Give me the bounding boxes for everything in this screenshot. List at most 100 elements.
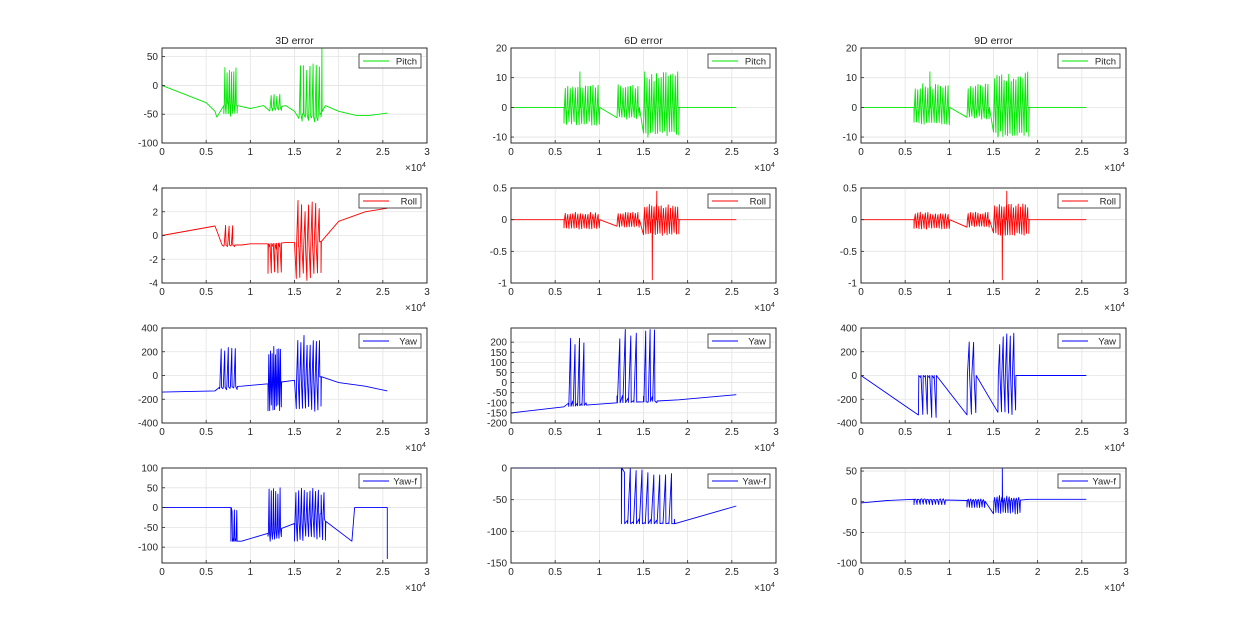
y-tick-label: -200 — [138, 395, 158, 406]
x-tick-label: 0.5 — [548, 147, 562, 158]
x-tick-label: 0 — [159, 147, 165, 158]
x-tick-label: 1.5 — [288, 147, 302, 158]
y-tick-label: -10 — [493, 133, 508, 144]
legend-label: Yaw — [748, 337, 766, 348]
subplot-r3-c2: 0 0.5 1 1.5 2 2.5 3 -100 -50 0 50 ×104 Yaw-f — [837, 467, 1129, 594]
y-tick-label: -150 — [487, 408, 507, 419]
y-tick-label: 0 — [851, 371, 857, 382]
x-tick-label: 0.5 — [548, 427, 562, 438]
x-tick-label: 1 — [248, 147, 254, 158]
x-exponent: 4 — [1121, 162, 1125, 169]
x-tick-label: 2 — [685, 427, 691, 438]
x-exponent-label: ×104 — [1104, 582, 1125, 594]
x-exponent: 4 — [771, 442, 775, 449]
y-tick-label: 0 — [152, 371, 158, 382]
x-tick-label: 2 — [336, 427, 342, 438]
x-tick-label: 0.5 — [199, 147, 213, 158]
x-tick-label: 0.5 — [548, 287, 562, 298]
legend-box — [358, 193, 422, 209]
x-tick-label: 3 — [773, 147, 779, 158]
legend-label: Roll — [401, 197, 417, 208]
x-tick-label: 2.5 — [376, 427, 390, 438]
x-exponent: 4 — [771, 582, 775, 589]
subplot-r1-c2: 0 0.5 1 1.5 2 2.5 3 -1 -0.5 0 0.5 ×104 Roll — [840, 184, 1129, 315]
x-tick-label: 3 — [773, 427, 779, 438]
y-tick-label: -100 — [138, 139, 158, 150]
x-exponent-label: ×104 — [405, 582, 426, 594]
x-tick-label: 1.5 — [987, 567, 1001, 578]
y-tick-label: 20 — [496, 44, 508, 55]
x-tick-label: 1 — [248, 427, 254, 438]
x-tick-label: 0 — [508, 567, 514, 578]
y-tick-label: 0.5 — [493, 184, 507, 195]
legend-label: Pitch — [745, 57, 766, 68]
legend-box — [707, 473, 771, 489]
x-exponent: 4 — [1121, 582, 1125, 589]
x-tick-label: 1 — [597, 567, 603, 578]
y-tick-label: 100 — [141, 464, 158, 475]
subplot-r3-c1: 0 0.5 1 1.5 2 2.5 3 -150 -100 -50 0 ×104 Yaw-f — [487, 464, 779, 595]
legend-label: Yaw-f — [393, 477, 417, 488]
y-tick-label: 200 — [141, 347, 158, 358]
subplot-r1-c1: 0 0.5 1 1.5 2 2.5 3 -1 -0.5 0 0.5 ×104 Roll — [490, 184, 779, 315]
legend-label: Yaw — [1098, 337, 1116, 348]
x-tick-label: 3 — [1123, 287, 1129, 298]
x-tick-label: 2.5 — [725, 147, 739, 158]
series-line — [511, 190, 737, 281]
x-tick-label: 1 — [597, 427, 603, 438]
y-tick-label: 400 — [840, 324, 857, 335]
y-tick-label: 0 — [501, 103, 507, 114]
x-tick-label: 0 — [508, 427, 514, 438]
subplot-r2-c1: 0 0.5 1 1.5 2 2.5 3-200-150-100-50050100150200… — [487, 327, 779, 454]
y-tick-label: 400 — [141, 324, 158, 335]
x-tick-label: 1 — [597, 147, 603, 158]
series-line — [161, 335, 388, 412]
x-tick-label: 1.5 — [637, 427, 651, 438]
subplot-title: 9D error — [974, 35, 1013, 47]
x-tick-label: 0 — [858, 147, 864, 158]
x-tick-label: 2 — [685, 567, 691, 578]
series-line — [511, 467, 737, 525]
y-tick-label: 0.5 — [843, 184, 857, 195]
x-tick-label: 2.5 — [1075, 147, 1089, 158]
x-tick-label: 3 — [1123, 567, 1129, 578]
y-tick-label: -10 — [843, 133, 858, 144]
y-tick-label: 0 — [152, 231, 158, 242]
x-tick-label: 2 — [1035, 287, 1041, 298]
y-tick-label: 200 — [490, 338, 507, 349]
x-tick-label: 0 — [858, 427, 864, 438]
y-tick-label: -100 — [487, 527, 507, 538]
x-tick-label: 2 — [336, 567, 342, 578]
subplot-r0-c0: 0 0.5 1 1.5 2 2.5 3 -100 -50 0 50 ×104 3D error Pitch — [138, 35, 430, 174]
series-line — [161, 199, 388, 281]
y-tick-label: -100 — [138, 543, 158, 554]
y-tick-label: -2 — [149, 255, 158, 266]
y-tick-label: -150 — [487, 559, 507, 570]
series-line — [511, 71, 737, 138]
x-tick-label: 2 — [685, 287, 691, 298]
y-tick-label: -1 — [498, 279, 507, 290]
y-tick-label: 50 — [147, 483, 159, 494]
y-tick-label: 0 — [152, 81, 158, 92]
x-exponent-label: ×104 — [754, 302, 775, 314]
x-exponent-label: ×104 — [405, 162, 426, 174]
y-tick-label: 0 — [851, 497, 857, 508]
series-line — [861, 190, 1087, 281]
x-tick-label: 0.5 — [898, 427, 912, 438]
x-exponent: 4 — [771, 302, 775, 309]
legend: Yaw — [358, 333, 422, 349]
x-tick-label: 2 — [1035, 147, 1041, 158]
legend: Pitch — [358, 53, 422, 69]
y-tick-label: 0 — [501, 464, 507, 475]
legend: Roll — [358, 193, 422, 209]
y-tick-label: -200 — [487, 419, 507, 430]
x-tick-label: 1 — [947, 147, 953, 158]
y-tick-label: 50 — [147, 52, 159, 63]
x-tick-label: 1 — [597, 287, 603, 298]
x-tick-label: 1.5 — [288, 427, 302, 438]
series-line — [510, 328, 737, 414]
y-tick-label: -400 — [138, 419, 158, 430]
y-tick-label: 0 — [501, 378, 507, 389]
legend-box — [1057, 193, 1121, 209]
